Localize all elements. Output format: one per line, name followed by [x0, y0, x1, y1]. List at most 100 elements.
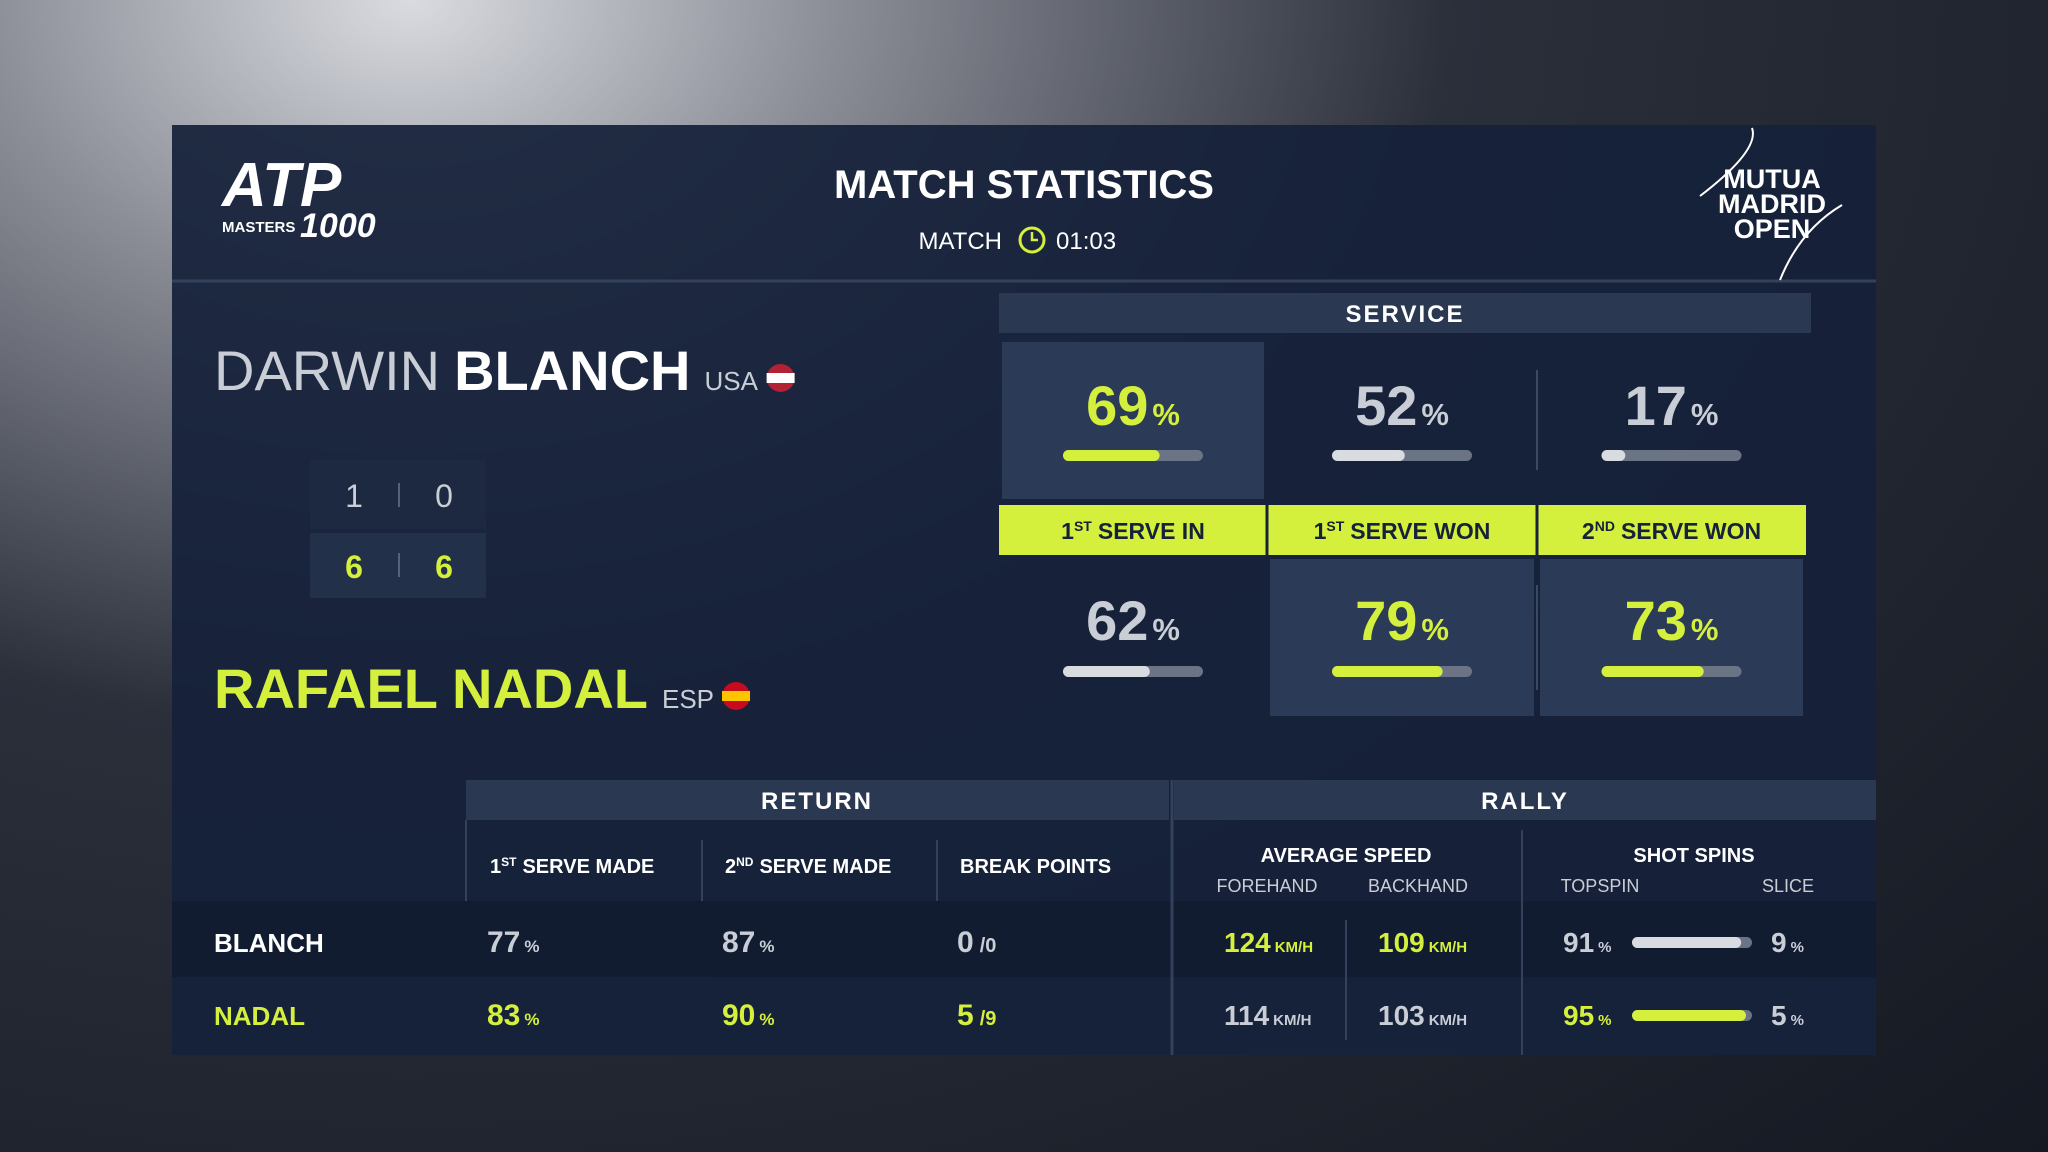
service-label: 2ND SERVE WON: [1582, 518, 1761, 544]
section-title: RETURN: [761, 788, 873, 815]
service-label-num: 1: [1061, 518, 1074, 544]
last-name: NADAL: [452, 657, 648, 720]
service-stat: 17%: [1625, 374, 1719, 437]
column-header-sup: ST: [501, 855, 517, 869]
speed-stat-value: 114: [1224, 1000, 1270, 1031]
country: ESP: [662, 684, 714, 714]
service-label-bar: [999, 505, 1806, 555]
logo-swoosh: [1699, 127, 1843, 281]
group-header: AVERAGE SPEED: [1261, 845, 1432, 867]
clock-label: MATCH: [918, 228, 1002, 255]
service-label-sup: ST: [1326, 518, 1344, 534]
section-title: SERVICE: [1346, 301, 1465, 328]
column-header-num: 1: [490, 856, 501, 878]
service-stat-value: 52: [1355, 374, 1417, 437]
stat-cell: [1270, 559, 1534, 716]
spin-stat-value: 91: [1563, 927, 1594, 958]
subcolumn-header: FOREHAND: [1216, 876, 1317, 896]
service-label-sup: ND: [1595, 518, 1615, 534]
score-sets: 1: [345, 478, 363, 514]
speed-stat-value: 109: [1378, 927, 1425, 958]
player-name: RAFAEL NADAL ESP: [214, 657, 714, 720]
last-name: BLANCH: [454, 339, 690, 402]
break-won: 0: [957, 926, 974, 959]
clock-time: 01:03: [1056, 228, 1116, 255]
service-label: 1ST SERVE IN: [1061, 518, 1205, 544]
service-stat-unit: %: [1691, 397, 1719, 432]
logo-right-line: OPEN: [1734, 214, 1811, 244]
speed-stat-unit: KM/H: [1429, 939, 1467, 956]
service-stat: 79%: [1355, 589, 1449, 652]
column-header: BREAK POINTS: [960, 856, 1111, 878]
group-header: SHOT SPINS: [1633, 845, 1754, 867]
country: USA: [705, 366, 759, 396]
first-name: DARWIN: [214, 339, 440, 402]
service-label: 1ST SERVE WON: [1314, 518, 1491, 544]
service-stat-unit: %: [1421, 612, 1449, 647]
row-player: NADAL: [214, 1001, 305, 1031]
service-stat-unit: %: [1152, 612, 1180, 647]
speed-stat: 124 KM/H: [1224, 927, 1313, 958]
spin-stat-unit: %: [1791, 939, 1804, 956]
service-stat-value: 79: [1355, 589, 1417, 652]
break-total: 9: [985, 1008, 996, 1030]
subcolumn-header: SLICE: [1762, 876, 1814, 896]
bar: [1063, 450, 1160, 461]
row-player: BLANCH: [214, 928, 324, 958]
service-label-sup: ST: [1074, 518, 1092, 534]
section-header: [1174, 780, 1876, 820]
return-stat-value: 90: [722, 999, 755, 1032]
break-won: 5: [957, 999, 974, 1032]
clock-hands: [1030, 232, 1038, 242]
service-stat: 73%: [1625, 589, 1719, 652]
service-stat-unit: %: [1152, 397, 1180, 432]
service-label-text: SERVE IN: [1098, 518, 1205, 544]
return-stat: 87%: [722, 926, 775, 959]
logo-sub: MASTERS: [222, 219, 295, 236]
subcolumn-header: TOPSPIN: [1561, 876, 1640, 896]
spin-stat: 9%: [1771, 927, 1804, 958]
speed-stat-unit: KM/H: [1273, 1012, 1311, 1029]
section-title: RALLY: [1481, 788, 1569, 815]
return-stat: 5 /9: [957, 999, 996, 1032]
service-header: [999, 293, 1811, 333]
return-stat: 0/0: [957, 926, 996, 959]
subcolumn-header: BACKHAND: [1368, 876, 1468, 896]
service-stat: 69%: [1086, 374, 1180, 437]
column-header-text: SERVE MADE: [522, 856, 654, 878]
logo-num: 1000: [300, 207, 376, 245]
return-stat: 90%: [722, 999, 775, 1032]
logo-right-line: MADRID: [1718, 189, 1826, 219]
bar: [1332, 450, 1405, 461]
return-stat-value: 77: [487, 926, 520, 959]
spin-stat-value: 95: [1563, 1000, 1594, 1031]
title: MATCH STATISTICS: [834, 163, 1214, 207]
service-stat: 62%: [1086, 589, 1180, 652]
bar: [1063, 666, 1150, 677]
return-stat-unit: %: [524, 1010, 539, 1029]
service-stat-value: 62: [1086, 589, 1148, 652]
return-stat: 77%: [487, 926, 540, 959]
break-sep: /: [980, 1008, 986, 1030]
speed-stat-unit: KM/H: [1275, 939, 1313, 956]
service-label-text: SERVE WON: [1350, 518, 1490, 544]
speed-stat-unit: KM/H: [1429, 1012, 1467, 1029]
spin-stat: 91%: [1563, 927, 1612, 958]
break-sep: /: [980, 935, 986, 957]
return-stat-unit: %: [524, 937, 539, 956]
player-name: DARWIN BLANCH USA: [214, 339, 759, 402]
spin-stat-unit: %: [1598, 939, 1611, 956]
table-row: [172, 901, 1876, 977]
speed-stat-value: 124: [1224, 927, 1271, 958]
logo-right-line: MUTUA: [1723, 164, 1820, 194]
score-sets: 0: [435, 478, 453, 514]
spin-stat-value: 9: [1771, 927, 1787, 958]
service-label-num: 2: [1582, 518, 1595, 544]
service-stat-unit: %: [1691, 612, 1719, 647]
stat-cell: [1540, 559, 1803, 716]
return-stat-unit: %: [759, 937, 774, 956]
first-name: RAFAEL: [214, 657, 438, 720]
service-label-num: 1: [1314, 518, 1327, 544]
